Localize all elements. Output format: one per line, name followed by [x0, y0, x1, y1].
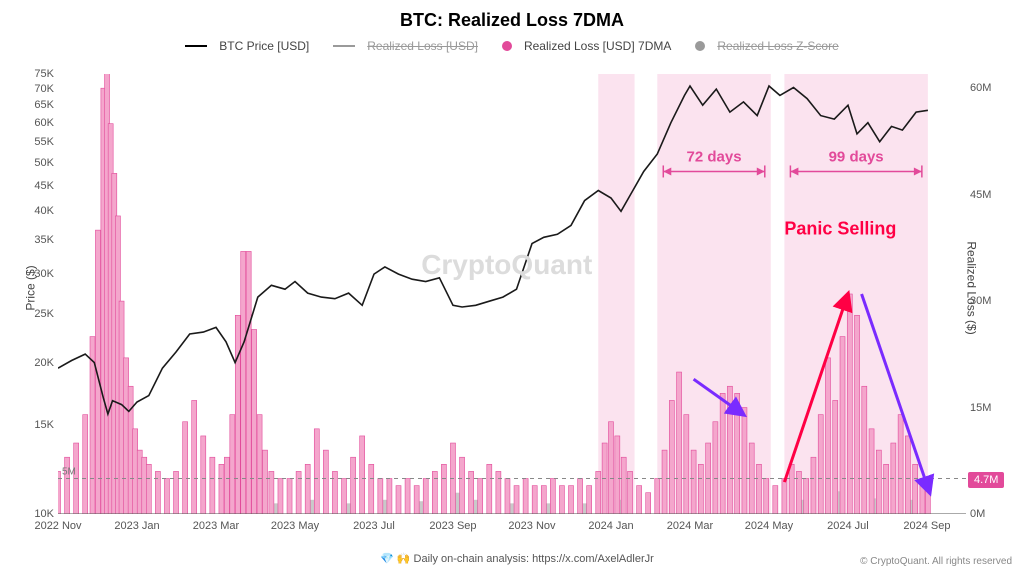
svg-text:CryptoQuant: CryptoQuant	[421, 249, 592, 280]
ytick-right: 60M	[970, 82, 1016, 94]
ytick-left: 60K	[8, 117, 54, 129]
current-value-badge: 4.7M	[968, 472, 1004, 488]
ytick-right: 0M	[970, 508, 1016, 520]
xtick: 2023 Jan	[114, 520, 159, 532]
ytick-left: 40K	[8, 205, 54, 217]
legend-item[interactable]: BTC Price [USD]	[179, 38, 315, 52]
footer-analysis-link[interactable]: 💎 🙌 Daily on-chain analysis: https://x.c…	[380, 552, 654, 565]
xtick: 2023 Sep	[429, 520, 476, 532]
ytick-left: 10K	[8, 508, 54, 520]
svg-text:72 days: 72 days	[687, 148, 742, 165]
copyright-text: © CryptoQuant. All rights reserved	[860, 556, 1012, 567]
ytick-left: 75K	[8, 68, 54, 80]
xtick: 2022 Nov	[34, 520, 81, 532]
xtick: 2023 Jul	[353, 520, 395, 532]
xtick: 2024 Jul	[827, 520, 869, 532]
chart-legend: BTC Price [USD] Realized Loss [USD] Realiz…	[0, 38, 1024, 53]
ytick-right: 30M	[970, 295, 1016, 307]
plot-svg: 5M 72 days 99 days CryptoQuant Panic Selling	[58, 74, 966, 514]
chart-container: BTC: Realized Loss 7DMA BTC Price [USD] R…	[0, 0, 1024, 576]
xtick: 2023 Mar	[193, 520, 239, 532]
title-text: BTC: Realized Loss 7DMA	[400, 10, 624, 30]
legend-item[interactable]: Realized Loss [USD] 7DMA	[496, 38, 677, 52]
chart-title: BTC: Realized Loss 7DMA	[0, 10, 1024, 31]
xtick: 2024 Mar	[667, 520, 713, 532]
svg-text:Panic Selling: Panic Selling	[784, 218, 896, 238]
ytick-left: 50K	[8, 157, 54, 169]
ytick-left: 65K	[8, 99, 54, 111]
ytick-right: 15M	[970, 402, 1016, 414]
ytick-left: 15K	[8, 419, 54, 431]
xtick: 2023 Nov	[508, 520, 555, 532]
legend-item[interactable]: Realized Loss Z-Score	[689, 38, 844, 52]
xtick: 2023 May	[271, 520, 319, 532]
plot-area: 5M 72 days 99 days CryptoQuant Panic Selling	[58, 74, 966, 514]
footer-prefix: 💎 🙌 Daily on-chain analysis:	[380, 553, 532, 565]
svg-text:99 days: 99 days	[829, 148, 884, 165]
legend-item[interactable]: Realized Loss [USD]	[327, 38, 484, 52]
ytick-left: 45K	[8, 180, 54, 192]
ytick-left: 20K	[8, 357, 54, 369]
ytick-right: 45M	[970, 189, 1016, 201]
xtick: 2024 May	[745, 520, 793, 532]
ytick-left: 70K	[8, 83, 54, 95]
ytick-left: 35K	[8, 234, 54, 246]
ytick-left: 55K	[8, 136, 54, 148]
footer-link[interactable]: https://x.com/AxelAdlerJr	[532, 553, 654, 565]
ytick-left: 30K	[8, 268, 54, 280]
axis-label-right: Realized Loss ($)	[964, 241, 978, 334]
ytick-left: 25K	[8, 308, 54, 320]
svg-text:5M: 5M	[62, 467, 76, 478]
xtick: 2024 Jan	[588, 520, 633, 532]
xtick: 2024 Sep	[903, 520, 950, 532]
